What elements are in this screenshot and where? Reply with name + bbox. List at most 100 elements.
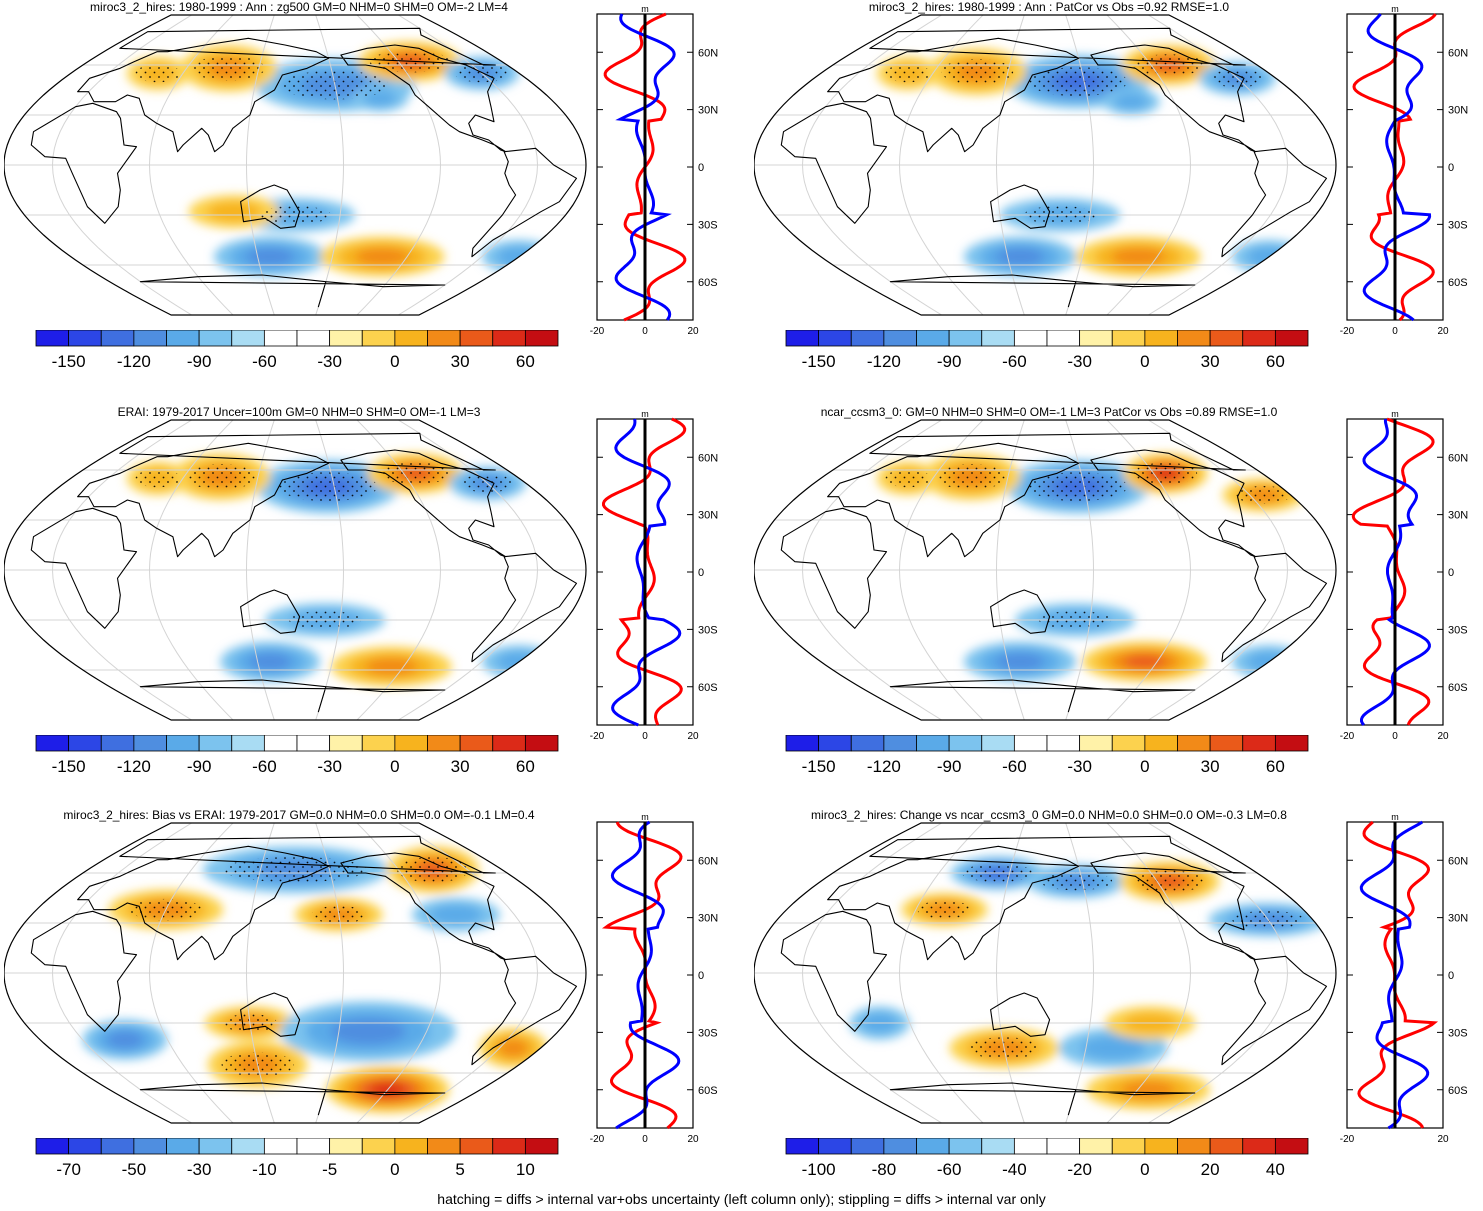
colorbar-swatch: [916, 735, 950, 752]
colorbar-swatch: [296, 735, 331, 752]
x-tick-label: 20: [687, 326, 699, 337]
colorbar-swatch: [1144, 330, 1178, 347]
colorbar-label: 5: [455, 1160, 464, 1179]
colorbar-label: -30: [1067, 757, 1092, 776]
panel-title: ERAI: 1979-2017 Uncer=100m GM=0 NHM=0 SH…: [117, 405, 481, 419]
x-tick-label: -20: [590, 1134, 605, 1145]
lat-tick-label: 30S: [1448, 219, 1468, 231]
lat-tick-label: 60S: [1448, 1085, 1468, 1097]
colorbar: -70-50-30-10-50510305070: [35, 1138, 559, 1179]
colorbar: -150-120-90-60-300306090120150: [785, 735, 1309, 776]
colorbar-swatch: [100, 1138, 135, 1155]
x-tick-label: 20: [687, 1134, 699, 1145]
lat-tick-label: 30N: [1448, 510, 1468, 522]
x-tick-label: 20: [1437, 1134, 1449, 1145]
colorbar-swatch: [981, 735, 1015, 752]
lat-tick-label: 60N: [1448, 47, 1468, 59]
colorbar-label: -90: [187, 352, 212, 371]
colorbar-label: 0: [390, 757, 399, 776]
map-border: [4, 822, 587, 1124]
stippling: [1133, 870, 1206, 893]
colorbar-label: -60: [937, 1160, 962, 1179]
colorbar-swatch: [133, 735, 167, 752]
colorbar-swatch: [133, 330, 167, 347]
coastlines: [30, 27, 578, 308]
panel-title: miroc3_2_hires: Bias vs ERAI: 1979-2017 …: [63, 808, 535, 822]
x-tick-label: 20: [687, 731, 699, 742]
x-tick-label: 20: [1437, 731, 1449, 742]
stippling: [185, 464, 258, 490]
colorbar-swatch: [1013, 1138, 1048, 1155]
anomaly-contour: [1111, 248, 1166, 266]
colorbar-swatch: [1209, 1138, 1244, 1155]
colorbar-swatch: [785, 330, 820, 347]
coastlines: [30, 835, 578, 1116]
lat-tick-label: 30S: [698, 1027, 718, 1039]
zonal-unit-label: m: [1391, 4, 1399, 14]
panel-1: miroc3_2_hires: 1980-1999 : Ann : zg500 …: [4, 0, 724, 371]
map-field: [4, 15, 586, 315]
colorbar-swatch: [35, 1138, 70, 1155]
colorbar-swatch: [883, 330, 917, 347]
lat-tick-label: 60N: [698, 855, 718, 867]
zonal-mean-profile: m 60N 30N 0 30S 60S -20 0 20: [1340, 409, 1468, 742]
stippling: [935, 464, 1008, 490]
lat-tick-label: 0: [698, 970, 704, 982]
colorbar-swatch: [1209, 330, 1244, 347]
colorbar-label: -50: [122, 1160, 147, 1179]
colorbar-label: 10: [516, 1160, 535, 1179]
colorbar-swatch: [1177, 330, 1211, 347]
zonal-mean-profile: m 60N 30N 0 30S 60S -20 0 20: [590, 409, 718, 742]
colorbar-label: -70: [56, 1160, 81, 1179]
colorbar-label: 60: [1266, 757, 1285, 776]
colorbar-swatch: [329, 330, 363, 347]
lat-tick-label: 30S: [1448, 624, 1468, 636]
colorbar-swatch: [818, 735, 852, 752]
colorbar-swatch: [492, 735, 526, 752]
colorbar-swatch: [524, 735, 559, 752]
colorbar-label: 30: [451, 757, 470, 776]
colorbar-label: -90: [937, 757, 962, 776]
colorbar-swatch: [361, 735, 396, 752]
colorbar-swatch: [231, 735, 265, 752]
colorbar-label: 40: [1266, 1160, 1285, 1179]
stippling: [135, 64, 181, 83]
colorbar-label: -60: [252, 757, 277, 776]
lat-tick-label: 60N: [1448, 452, 1468, 464]
stippling: [1040, 872, 1113, 891]
map-border: [4, 14, 587, 316]
colorbar-swatch: [1242, 330, 1276, 347]
stippling: [1028, 67, 1128, 97]
map-field: [4, 420, 586, 720]
colorbar-swatch: [1274, 1138, 1309, 1155]
anomaly-contour: [355, 248, 409, 266]
colorbar-swatch: [1274, 330, 1309, 347]
colorbar-swatch: [394, 735, 428, 752]
colorbar-swatch: [198, 330, 233, 347]
colorbar-label: 60: [516, 757, 535, 776]
colorbar-swatch: [1242, 735, 1276, 752]
colorbar-label: 0: [1140, 352, 1149, 371]
stippling: [917, 900, 972, 919]
colorbar-label: -100: [802, 1160, 836, 1179]
x-tick-label: 0: [642, 731, 648, 742]
x-tick-label: 0: [1392, 326, 1398, 337]
panel-3: ERAI: 1979-2017 Uncer=100m GM=0 NHM=0 SH…: [4, 405, 724, 776]
panel-2: miroc3_2_hires: 1980-1999 : Ann : PatCor…: [754, 0, 1474, 371]
coastlines: [30, 432, 578, 713]
colorbar-swatch: [296, 330, 331, 347]
anomaly-contour: [1080, 1036, 1147, 1060]
colorbar-swatch: [948, 330, 983, 347]
colorbar-swatch: [1209, 735, 1244, 752]
coastlines: [780, 27, 1328, 308]
lat-tick-label: 60S: [1448, 277, 1468, 289]
colorbar-swatch: [1013, 735, 1048, 752]
colorbar-swatch: [850, 1138, 885, 1155]
colorbar-swatch: [818, 1138, 852, 1155]
colorbar-swatch: [1177, 735, 1211, 752]
colorbar-label: 20: [1201, 1160, 1220, 1179]
colorbar-swatch: [492, 1138, 526, 1155]
colorbar-swatch: [1079, 735, 1113, 752]
colorbar-swatch: [198, 735, 233, 752]
world-map: [4, 14, 587, 316]
